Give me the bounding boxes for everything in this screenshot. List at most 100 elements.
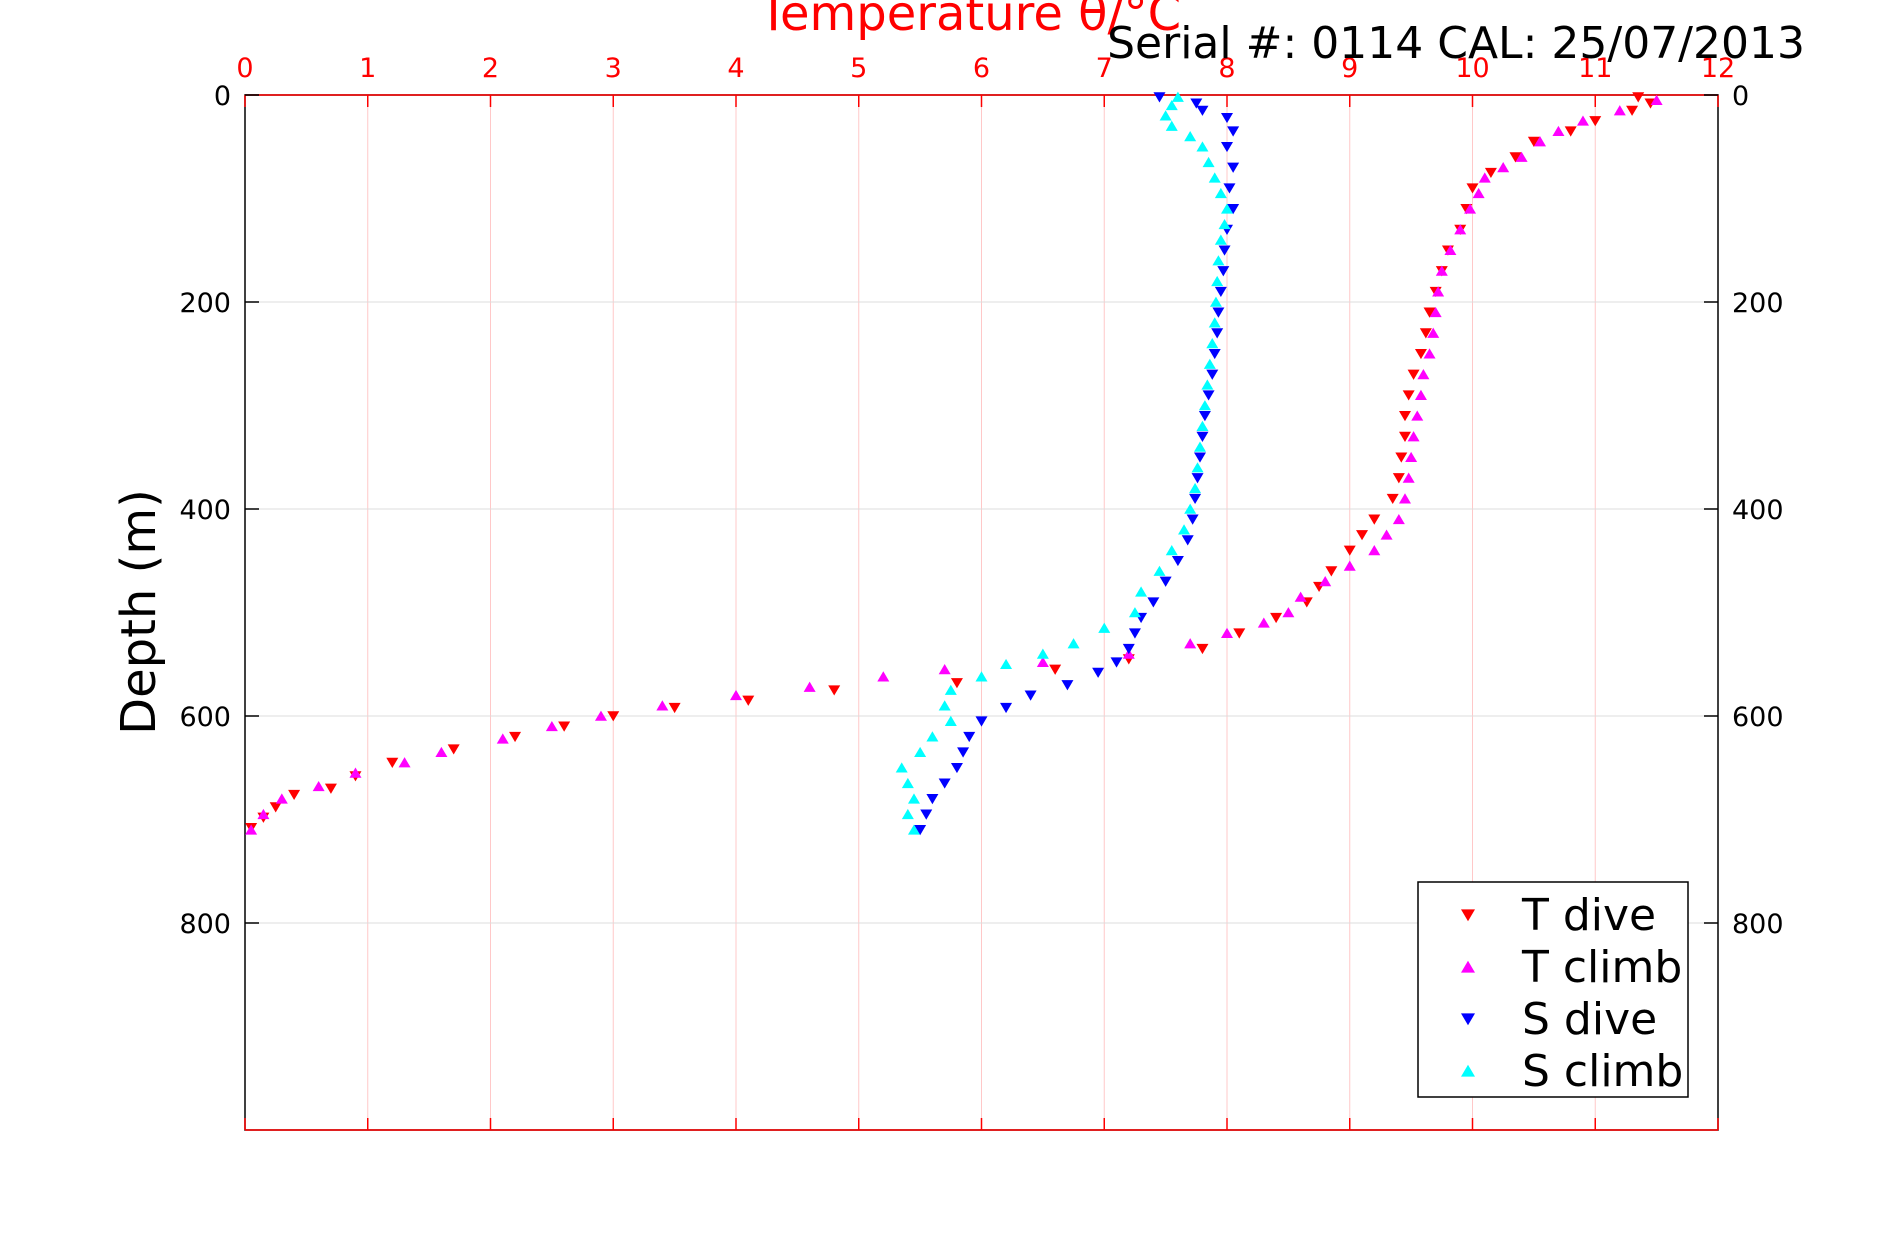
data-point	[1552, 125, 1565, 137]
data-point	[1282, 607, 1295, 618]
data-point	[1208, 317, 1221, 328]
data-marks	[245, 91, 1663, 836]
data-point	[1534, 136, 1547, 147]
data-point	[1181, 535, 1194, 546]
data-point	[1110, 657, 1123, 668]
data-point	[1000, 702, 1013, 714]
data-point	[1209, 296, 1222, 307]
data-point	[349, 767, 362, 778]
data-point	[1214, 187, 1227, 199]
data-point	[1196, 431, 1209, 442]
data-point	[1189, 482, 1202, 494]
data-point	[1392, 473, 1405, 484]
data-point	[1417, 369, 1430, 380]
data-point	[558, 721, 571, 732]
data-point	[312, 780, 325, 792]
data-point	[1343, 560, 1356, 571]
data-point	[1221, 112, 1233, 124]
data-point	[269, 802, 282, 813]
y-tick-label-left: 0	[214, 81, 231, 112]
data-point	[1407, 431, 1420, 442]
data-point	[1208, 172, 1221, 183]
data-point	[1257, 617, 1270, 628]
data-point	[1564, 126, 1577, 137]
data-point	[594, 710, 607, 721]
y-tick-label-left: 800	[179, 909, 231, 940]
data-point	[1201, 379, 1214, 390]
data-point	[1398, 493, 1411, 504]
data-point	[1092, 667, 1105, 678]
x-tick-label: 7	[1096, 53, 1113, 84]
data-point	[950, 678, 963, 689]
data-point	[1432, 286, 1445, 297]
data-point	[1153, 565, 1166, 576]
data-point	[1466, 183, 1479, 194]
data-point	[509, 731, 522, 743]
data-point	[914, 746, 927, 758]
y-tick-label-left: 400	[179, 495, 231, 526]
data-point	[1356, 530, 1369, 541]
data-point	[1198, 400, 1211, 411]
data-point	[1000, 658, 1013, 670]
legend-label: T climb	[1521, 942, 1682, 993]
data-point	[1427, 327, 1440, 338]
data-point	[435, 746, 448, 758]
legend-marker	[1461, 909, 1475, 922]
data-point	[1398, 431, 1411, 442]
data-point	[1411, 410, 1424, 421]
data-point	[1165, 120, 1178, 131]
legend-marker	[1461, 960, 1475, 973]
data-point	[730, 689, 742, 701]
data-point	[1211, 275, 1224, 287]
data-point	[1223, 183, 1236, 194]
x-tick-label: 2	[482, 53, 499, 84]
data-point	[1386, 493, 1399, 505]
data-point	[1325, 566, 1338, 577]
series-s-dive	[914, 92, 1240, 836]
data-point	[1454, 224, 1467, 235]
x-tick-label: 1	[359, 53, 376, 84]
data-point	[1419, 328, 1432, 339]
serial-annotation: Serial #: 0114 CAL: 25/07/2013	[1107, 18, 1805, 69]
data-point	[1128, 628, 1141, 639]
data-point	[288, 789, 301, 801]
chart-title: Temperature θ/°C	[758, 0, 1181, 42]
data-point	[1392, 513, 1405, 525]
legend-label: S dive	[1522, 994, 1657, 1045]
x-tick-label: 10	[1455, 53, 1489, 84]
data-point	[1509, 152, 1522, 163]
data-point	[1429, 306, 1442, 318]
series-s-climb	[895, 91, 1233, 835]
y-tick-label-left: 600	[179, 702, 231, 733]
data-point	[1198, 411, 1211, 422]
data-point	[1191, 462, 1204, 473]
data-point	[1632, 92, 1645, 103]
data-point	[1036, 648, 1049, 659]
y-axis-label: Depth (m)	[111, 489, 167, 735]
data-point	[1165, 545, 1178, 556]
x-tick-label: 4	[727, 53, 744, 84]
data-point	[1159, 110, 1172, 121]
legend-marker	[1461, 1013, 1475, 1026]
x-tick-label: 8	[1218, 53, 1235, 84]
data-point	[1218, 245, 1231, 256]
data-point	[386, 757, 399, 768]
data-point	[398, 757, 411, 768]
data-point	[1202, 156, 1215, 168]
data-point	[1435, 265, 1448, 276]
x-tick-label: 5	[850, 53, 867, 84]
data-point	[1221, 203, 1233, 214]
data-point	[607, 711, 620, 722]
data-point	[950, 762, 963, 774]
data-point	[1159, 576, 1172, 587]
data-point	[1191, 473, 1204, 484]
data-point	[1343, 545, 1356, 556]
data-point	[1190, 98, 1203, 109]
data-point	[1128, 607, 1141, 618]
data-point	[1221, 141, 1233, 153]
data-point	[1153, 92, 1166, 103]
data-point	[1217, 266, 1230, 277]
data-point	[895, 762, 908, 773]
